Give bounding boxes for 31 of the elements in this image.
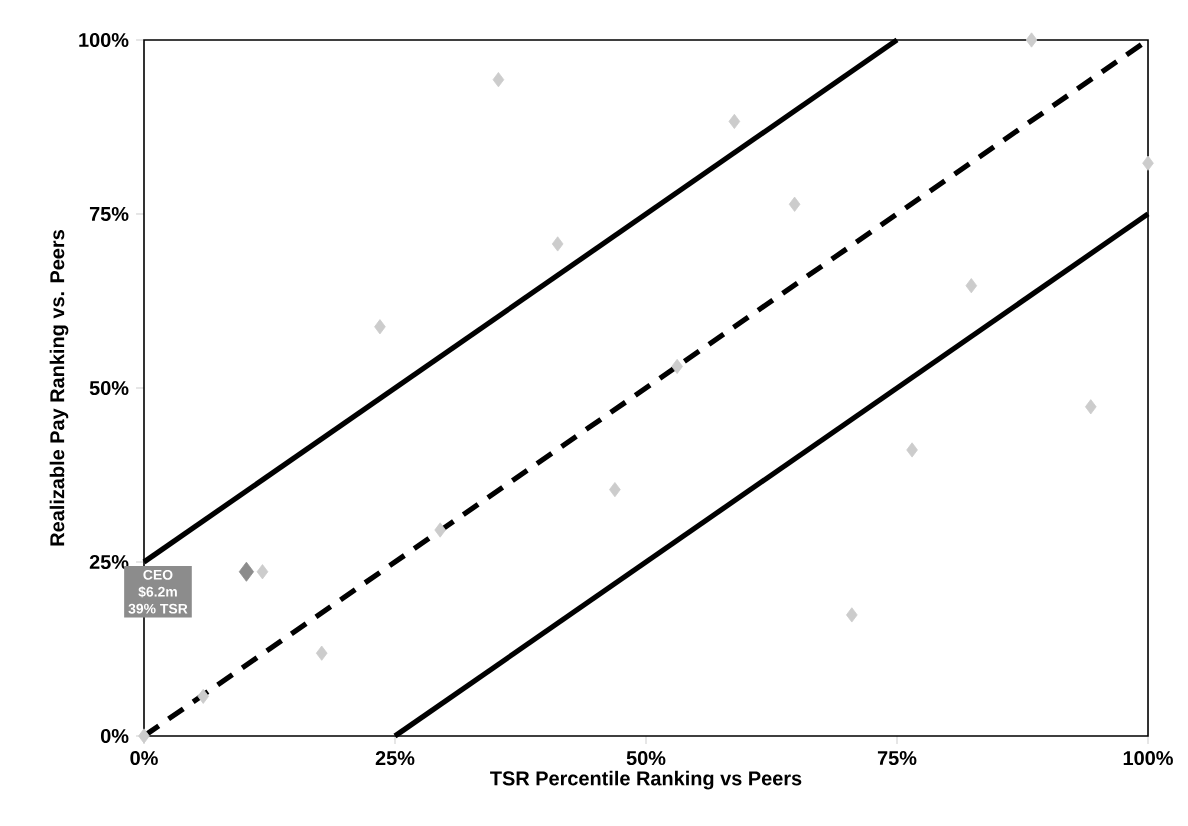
y-axis-title: Realizable Pay Ranking vs. Peers — [49, 230, 69, 546]
x-tick-label: 0% — [130, 751, 158, 766]
point — [1142, 155, 1154, 171]
y-tick-label: 75% — [89, 206, 129, 222]
point — [609, 482, 621, 498]
x-axis-title: TSR Percentile Ranking vs Peers — [490, 770, 802, 790]
point — [197, 688, 210, 704]
y-tick-label: 0% — [100, 728, 129, 744]
x-tick-label: 75% — [877, 751, 917, 766]
point — [374, 319, 386, 335]
point — [1085, 399, 1097, 415]
y-tick-label: 25% — [89, 554, 129, 570]
x-tick-label: 25% — [375, 751, 415, 766]
point — [1025, 32, 1038, 48]
point — [434, 522, 446, 538]
point — [138, 728, 150, 744]
x-tick-label: 50% — [626, 751, 666, 766]
point — [671, 358, 683, 374]
y-tick-label: 100% — [79, 32, 129, 48]
point — [238, 561, 254, 582]
point — [965, 278, 978, 294]
point — [551, 236, 564, 252]
y-tick-label: 50% — [89, 380, 129, 396]
point — [788, 196, 801, 212]
point — [846, 607, 858, 623]
point — [256, 564, 269, 580]
point — [315, 645, 328, 661]
x-tick-label: 100% — [1123, 751, 1173, 766]
point — [906, 442, 918, 458]
point — [492, 72, 505, 88]
point — [728, 113, 741, 129]
